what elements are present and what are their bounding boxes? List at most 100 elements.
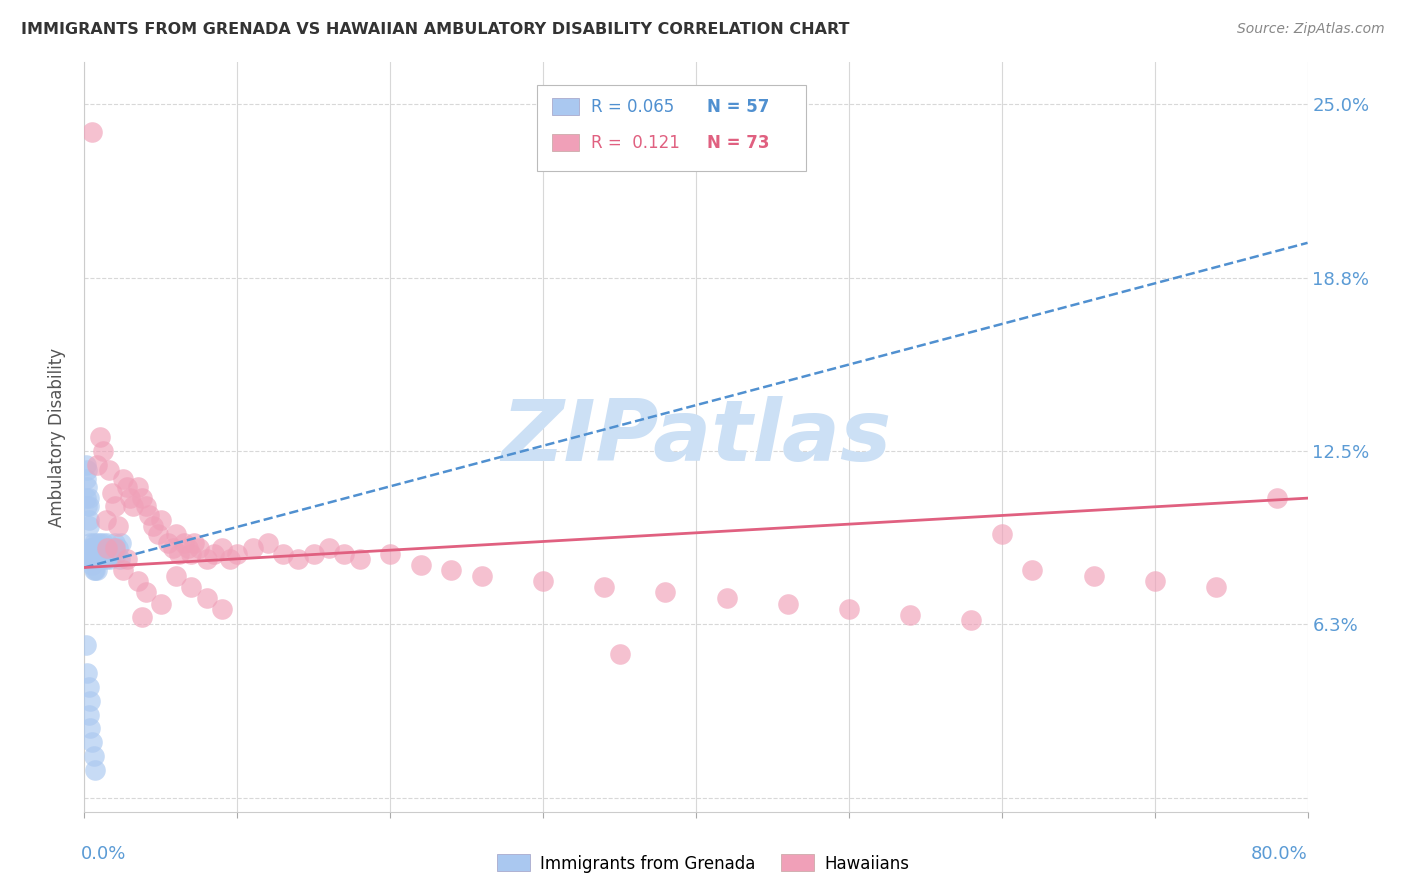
Point [180, 580, 202, 594]
Point [960, 613, 983, 627]
Text: IMMIGRANTS FROM GRENADA VS HAWAIIAN AMBULATORY DISABILITY CORRELATION CHART: IMMIGRANTS FROM GRENADA VS HAWAIIAN AMBU… [21, 22, 849, 37]
Text: N = 73: N = 73 [707, 134, 769, 152]
Point [716, 591, 738, 605]
Point [115, 552, 138, 566]
Point [838, 602, 860, 616]
Point [97, 541, 120, 555]
Point [149, 513, 172, 527]
Point [157, 535, 180, 549]
Point [104, 541, 127, 555]
Point [257, 535, 280, 549]
Point [135, 500, 157, 514]
Point [84, 763, 107, 777]
Point [287, 552, 309, 566]
Point [183, 535, 205, 549]
Point [180, 547, 202, 561]
Point [776, 597, 799, 611]
Point [80, 541, 103, 555]
Point [1143, 574, 1166, 589]
Point [654, 585, 676, 599]
Point [318, 541, 340, 555]
Point [79, 535, 101, 549]
Point [111, 563, 134, 577]
Point [75, 638, 97, 652]
Point [86, 547, 108, 561]
Point [131, 491, 153, 505]
Point [79, 541, 101, 555]
Point [101, 485, 124, 500]
Point [1265, 491, 1288, 505]
Point [105, 547, 128, 561]
Point [94, 513, 117, 527]
Point [75, 491, 97, 505]
Point [86, 563, 108, 577]
Point [87, 552, 110, 566]
Point [104, 500, 127, 514]
Point [76, 500, 98, 514]
Point [1021, 563, 1043, 577]
Point [84, 552, 107, 566]
Point [77, 513, 100, 527]
Bar [551, 98, 578, 115]
Point [146, 527, 169, 541]
Point [440, 563, 463, 577]
Point [108, 552, 131, 566]
Y-axis label: Ambulatory Disability: Ambulatory Disability [48, 348, 66, 526]
Text: Source: ZipAtlas.com: Source: ZipAtlas.com [1237, 22, 1385, 37]
Point [91, 547, 114, 561]
Point [79, 547, 101, 561]
Point [83, 541, 105, 555]
Point [127, 574, 149, 589]
Legend: Immigrants from Grenada, Hawaiians: Immigrants from Grenada, Hawaiians [491, 847, 915, 880]
Point [96, 535, 118, 549]
Point [115, 480, 138, 494]
Point [195, 552, 218, 566]
Point [1205, 580, 1227, 594]
Point [142, 519, 165, 533]
Point [80, 735, 103, 749]
Point [138, 508, 160, 522]
Point [79, 694, 101, 708]
Point [83, 749, 105, 764]
Point [103, 541, 125, 555]
Point [84, 563, 107, 577]
Point [167, 547, 190, 561]
Point [149, 597, 172, 611]
Point [333, 547, 356, 561]
Point [76, 665, 98, 680]
Point [211, 541, 233, 555]
Point [1083, 569, 1105, 583]
Point [609, 647, 631, 661]
Point [202, 547, 225, 561]
Bar [537, 85, 806, 171]
Point [107, 541, 129, 555]
Point [97, 463, 120, 477]
Point [91, 444, 114, 458]
Text: 0.0%: 0.0% [82, 845, 127, 863]
Point [380, 547, 402, 561]
Text: R =  0.121: R = 0.121 [591, 134, 679, 152]
Point [218, 552, 240, 566]
Point [84, 541, 107, 555]
Point [90, 552, 112, 566]
Point [349, 552, 371, 566]
Text: ZIPatlas: ZIPatlas [501, 395, 891, 479]
Point [162, 541, 184, 555]
Point [898, 607, 921, 622]
Point [83, 552, 105, 566]
Point [77, 680, 100, 694]
Point [77, 491, 100, 505]
Point [76, 480, 98, 494]
Point [93, 541, 115, 555]
Point [127, 480, 149, 494]
Point [471, 569, 494, 583]
Point [77, 707, 100, 722]
Point [242, 541, 264, 555]
Point [80, 552, 103, 566]
Point [165, 527, 187, 541]
Text: R = 0.065: R = 0.065 [591, 97, 673, 116]
Point [131, 610, 153, 624]
Point [104, 535, 127, 549]
Point [195, 591, 218, 605]
Point [80, 547, 103, 561]
